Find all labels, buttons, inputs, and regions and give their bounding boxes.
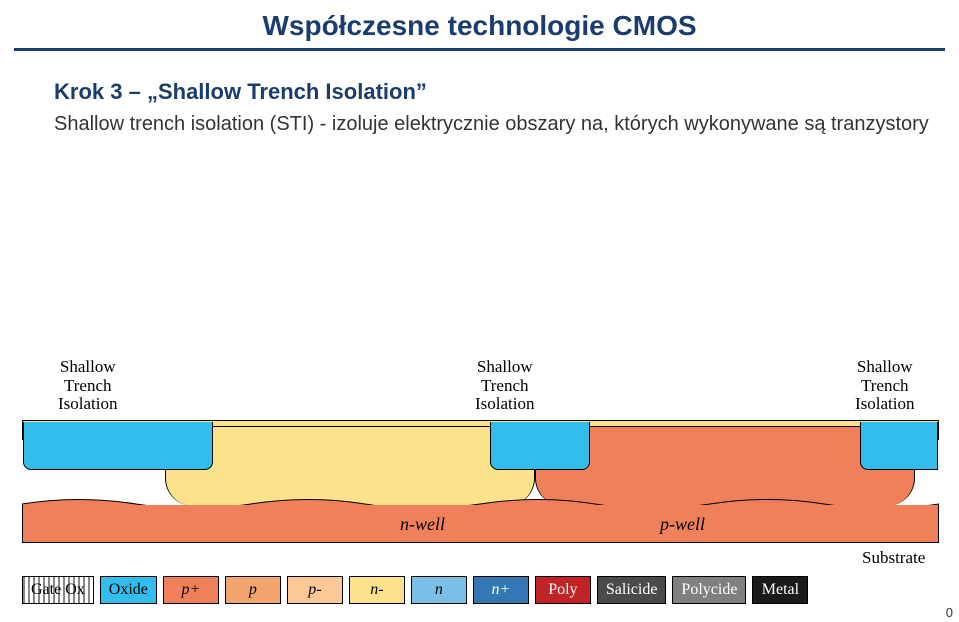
step-name: „Shallow Trench Isolation” [147, 79, 427, 104]
sti-region-left [23, 422, 213, 470]
legend-oxide: Oxide [100, 576, 157, 604]
cross-section-diagram: ShallowTrenchIsolation ShallowTrenchIsol… [0, 360, 959, 620]
legend-n: n [411, 576, 467, 604]
sti-region-center [490, 422, 590, 470]
title-underline [14, 48, 945, 51]
legend-polycide: Polycide [672, 576, 746, 604]
sti-region-right [860, 422, 938, 470]
step-description: Shallow trench isolation (STI) - izoluje… [54, 111, 959, 138]
legend-gateox: Gate Ox [22, 576, 94, 604]
substrate-label: Substrate [862, 548, 925, 568]
step-heading: Krok 3 – „Shallow Trench Isolation” [54, 79, 959, 105]
legend-p-minus: p- [287, 576, 343, 604]
legend-p-plus: p+ [163, 576, 219, 604]
legend-p: p [225, 576, 281, 604]
page-number: 0 [946, 605, 953, 620]
legend-n-plus: n+ [473, 576, 529, 604]
substrate-region [22, 505, 939, 543]
page-title: Współczesne technologie CMOS [0, 0, 959, 42]
legend-salicide: Salicide [597, 576, 667, 604]
legend: Gate Ox Oxide p+ p p- n- n n+ Poly Salic… [22, 576, 814, 604]
n-well-region [165, 426, 535, 506]
legend-n-minus: n- [349, 576, 405, 604]
legend-metal: Metal [752, 576, 808, 604]
p-well-label: p-well [660, 514, 705, 535]
sti-label-center: ShallowTrenchIsolation [475, 358, 535, 414]
legend-poly: Poly [535, 576, 591, 604]
sti-label-right: ShallowTrenchIsolation [855, 358, 915, 414]
p-well-region [535, 426, 915, 506]
n-well-label: n-well [400, 514, 445, 535]
sti-label-left: ShallowTrenchIsolation [58, 358, 118, 414]
step-number: Krok 3 [54, 79, 122, 104]
